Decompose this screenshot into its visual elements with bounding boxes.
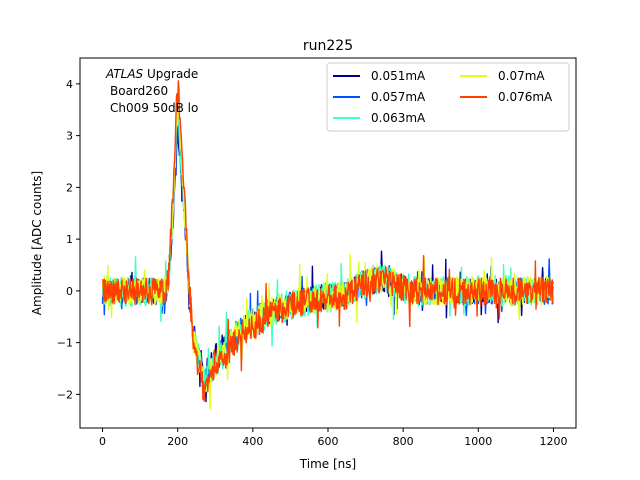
y-tick-label: 3 [66,130,73,143]
y-axis-label: Amplitude [ADC counts] [30,171,44,315]
x-tick-label: 600 [318,435,339,448]
legend-label: 0.051mA [371,69,426,83]
y-tick-label: 2 [66,181,73,194]
y-axis: −2 −1 0 1 2 3 4 [57,78,80,401]
legend-label: 0.076mA [498,90,553,104]
x-tick-label: 800 [393,435,414,448]
series-line-0.076mA [101,80,554,402]
y-tick-label: 1 [66,233,73,246]
y-tick-label: −1 [57,337,73,350]
legend-label: 0.063mA [371,111,426,125]
annotation-channel: Ch009 50dB lo [110,101,198,115]
series-group [101,80,554,410]
legend: 0.051mA 0.057mA 0.063mA 0.07mA 0.076mA [326,62,570,132]
y-tick-label: −2 [57,388,73,401]
x-axis-label: Time [ns] [299,457,356,471]
x-tick-label: 400 [242,435,263,448]
annotation-upgrade: Upgrade [143,67,198,81]
atlas-annotation: ATLAS Upgrade Board260 Ch009 50dB lo [105,67,198,115]
annotation-board: Board260 [110,84,168,98]
x-tick-label: 0 [99,435,106,448]
svg-text:ATLAS Upgrade: ATLAS Upgrade [105,67,198,81]
x-tick-label: 1000 [464,435,492,448]
annotation-atlas: ATLAS [105,67,144,81]
legend-box [326,62,570,132]
x-tick-label: 1200 [539,435,567,448]
x-axis: 0 200 400 600 800 1000 1200 [99,428,567,448]
x-tick-label: 200 [167,435,188,448]
y-tick-label: 4 [66,78,73,91]
legend-label: 0.07mA [498,69,545,83]
y-tick-label: 0 [66,285,73,298]
legend-label: 0.057mA [371,90,426,104]
chart-title: run225 [303,38,353,54]
